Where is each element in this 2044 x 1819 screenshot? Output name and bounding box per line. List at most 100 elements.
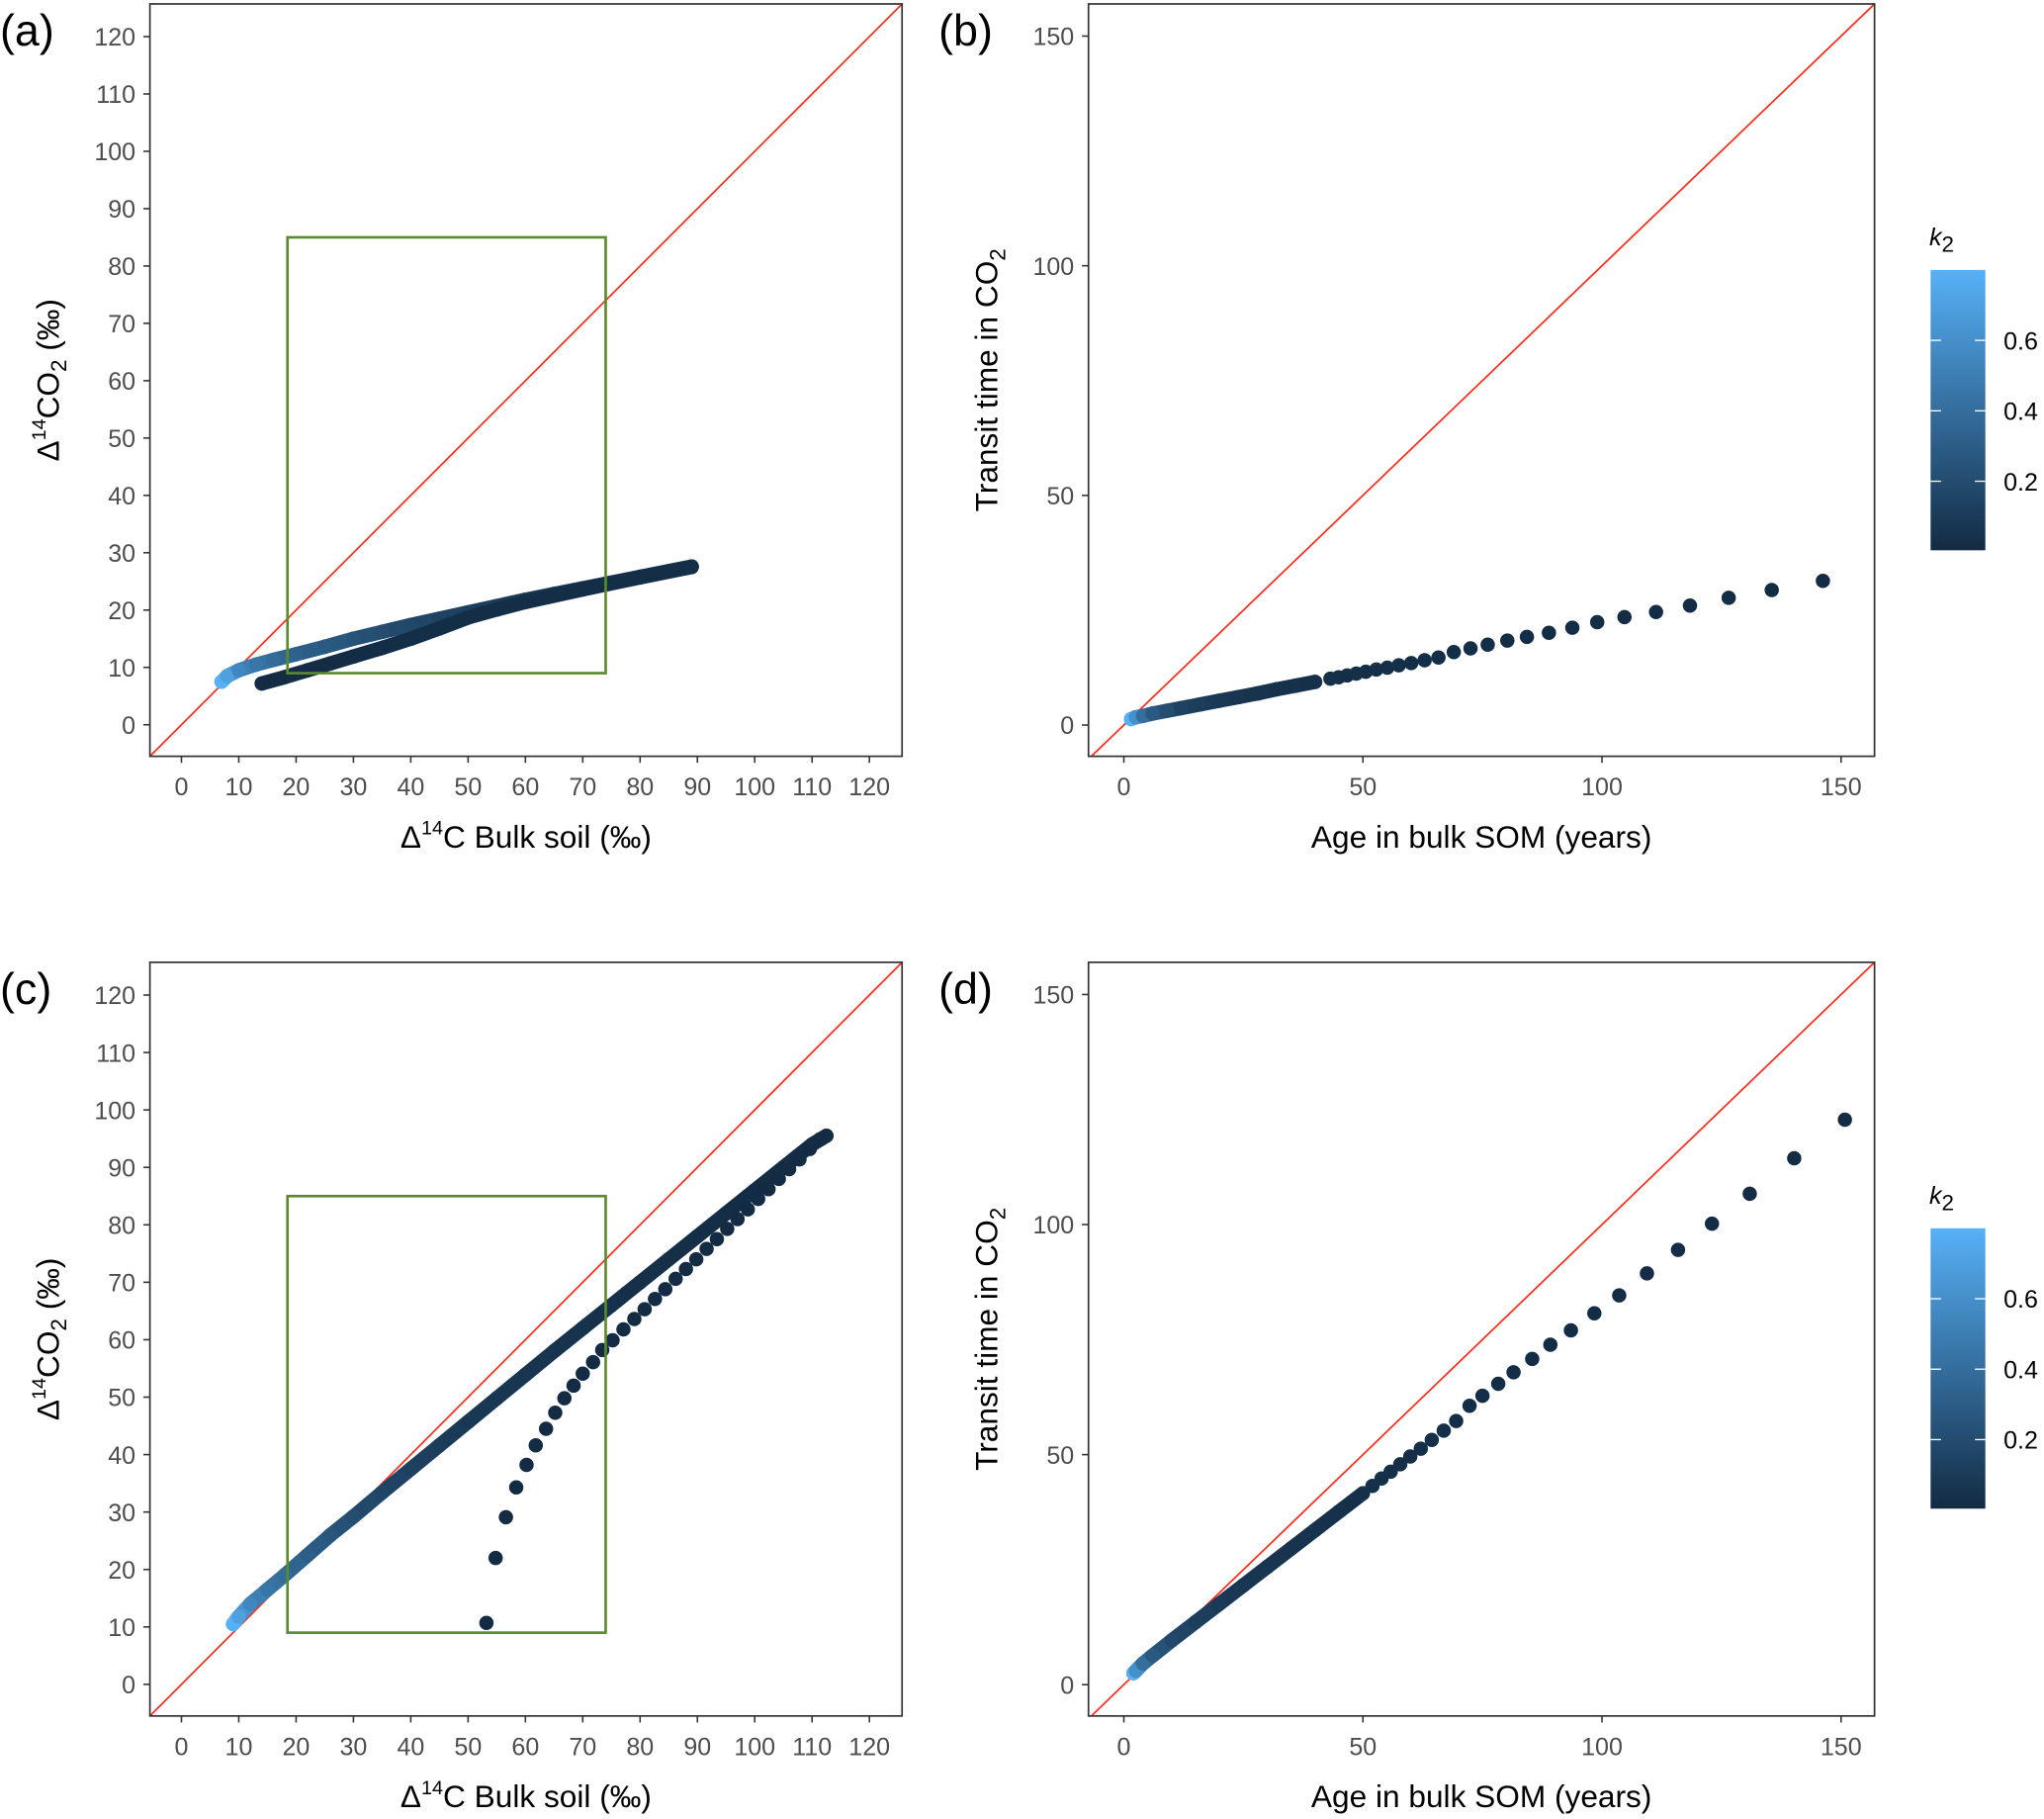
data-point <box>1159 703 1175 718</box>
axis-title-superscript: 14 <box>421 818 443 840</box>
y-axis-title: Transit time in CO2 <box>968 248 1010 511</box>
data-point <box>658 1282 673 1297</box>
data-point <box>1260 1559 1275 1575</box>
axis-title-prefix: Δ <box>400 1778 421 1814</box>
data-point <box>1449 1413 1464 1428</box>
y-tick-label: 100 <box>1032 253 1074 281</box>
data-point <box>662 1251 676 1267</box>
x-tick-label: 150 <box>1821 1733 1862 1761</box>
axis-title-main: CO <box>30 1331 65 1378</box>
x-axis-title: Δ14C Bulk soil (‰) <box>400 1777 652 1814</box>
data-point <box>479 1615 494 1631</box>
data-point <box>1193 696 1208 712</box>
series-0 <box>225 1129 834 1632</box>
data-point <box>576 1366 590 1381</box>
data-point <box>781 1161 797 1177</box>
data-point <box>1250 685 1266 701</box>
data-point <box>375 624 390 640</box>
x-tick-label: 20 <box>283 1733 311 1761</box>
y-tick-label: 0 <box>122 1672 135 1699</box>
y-tick-label: 110 <box>96 1040 135 1067</box>
x-tick-label: 50 <box>1349 1733 1377 1761</box>
legend-title-subscript: 2 <box>1942 231 1954 256</box>
x-tick-label: 60 <box>511 773 539 801</box>
data-point <box>1670 1242 1686 1257</box>
data-point <box>1436 1423 1452 1438</box>
panel-b: 0 50 100 150 0 50 100 150 Age in bulk SOM (years… <box>938 3 2038 855</box>
axis-title-main: Transit time in CO <box>968 261 1004 512</box>
data-point <box>1525 1351 1540 1367</box>
y-tick-label: 60 <box>108 368 135 396</box>
data-point <box>633 570 648 585</box>
data-point <box>547 1343 562 1359</box>
x-tick-label: 0 <box>175 773 189 801</box>
data-point <box>1564 620 1580 635</box>
y-tick-label: 150 <box>1032 24 1074 51</box>
data-point <box>461 1414 476 1429</box>
data-point <box>684 560 699 575</box>
axis-title-subscript: 2 <box>985 1208 1010 1220</box>
x-tick-label: 100 <box>734 1733 775 1761</box>
data-point <box>300 1547 315 1563</box>
data-point <box>1500 633 1515 648</box>
data-point <box>718 1206 734 1221</box>
identity-line <box>149 3 903 757</box>
data-point <box>1145 706 1160 721</box>
axis-title-prefix: Δ <box>30 1400 65 1420</box>
legend-title-subscript: 2 <box>1942 1190 1954 1215</box>
data-point <box>557 1391 573 1406</box>
data-point <box>548 1405 563 1420</box>
data-point <box>1424 1432 1440 1447</box>
panel-label: (c) <box>0 964 51 1014</box>
data-point <box>1612 1288 1627 1303</box>
data-point <box>1617 609 1633 625</box>
axis-title-main: C Bulk soil (‰) <box>443 1778 652 1814</box>
legend-title: k2 <box>1929 1182 1954 1216</box>
axis-title-superscript: 14 <box>29 418 50 440</box>
y-tick-label: 120 <box>94 24 135 51</box>
y-tick-label: 30 <box>108 540 135 568</box>
data-point <box>254 676 269 691</box>
x-tick-label: 0 <box>1117 1733 1131 1761</box>
colorbar <box>1930 1228 1986 1509</box>
data-point <box>1563 1322 1578 1338</box>
data-point <box>489 1391 504 1406</box>
axis-title-main: CO <box>30 372 65 418</box>
data-point <box>489 601 504 617</box>
panel-a: 0 10 20 30 40 50 60 70 80 90 100 110 120 0 10 20 30 40 50 6… <box>0 3 904 855</box>
data-point <box>604 1298 619 1313</box>
data-point <box>1211 1596 1227 1611</box>
series-band-segment <box>633 560 699 585</box>
data-point <box>375 1485 390 1501</box>
x-tick-label: 100 <box>1581 773 1623 801</box>
y-tick-label: 50 <box>108 1385 135 1412</box>
data-point <box>616 1321 631 1337</box>
data-point <box>760 1182 776 1197</box>
y-tick-label: 10 <box>108 1614 135 1642</box>
axis-title-superscript: 14 <box>421 1777 443 1799</box>
data-point <box>605 1332 620 1348</box>
data-point <box>231 663 246 678</box>
data-point <box>1402 1449 1418 1464</box>
data-point <box>1543 1337 1558 1352</box>
x-tick-label: 110 <box>792 773 832 801</box>
panel-c: 0 10 20 30 40 50 60 70 80 90 100 110 120 0 10 20 30 40 50 6… <box>0 961 904 1814</box>
data-point <box>730 1212 746 1227</box>
x-tick-label: 80 <box>626 1733 654 1761</box>
y-tick-label: 40 <box>108 483 135 510</box>
data-point <box>538 1421 554 1436</box>
y-tick-label: 20 <box>108 597 135 625</box>
data-point <box>265 652 281 668</box>
data-point <box>1211 693 1227 708</box>
data-point <box>375 640 390 656</box>
data-point <box>1446 644 1462 660</box>
data-point <box>585 1354 600 1370</box>
data-point <box>289 647 304 662</box>
data-point <box>277 1568 293 1583</box>
y-axis-title: Δ14CO2 (‰) <box>29 299 71 462</box>
x-tick-label: 70 <box>569 773 596 801</box>
y-tick-label: 10 <box>108 655 135 682</box>
series-0 <box>1123 675 1323 727</box>
y-axis-title: Δ14CO2 (‰) <box>29 1258 71 1421</box>
